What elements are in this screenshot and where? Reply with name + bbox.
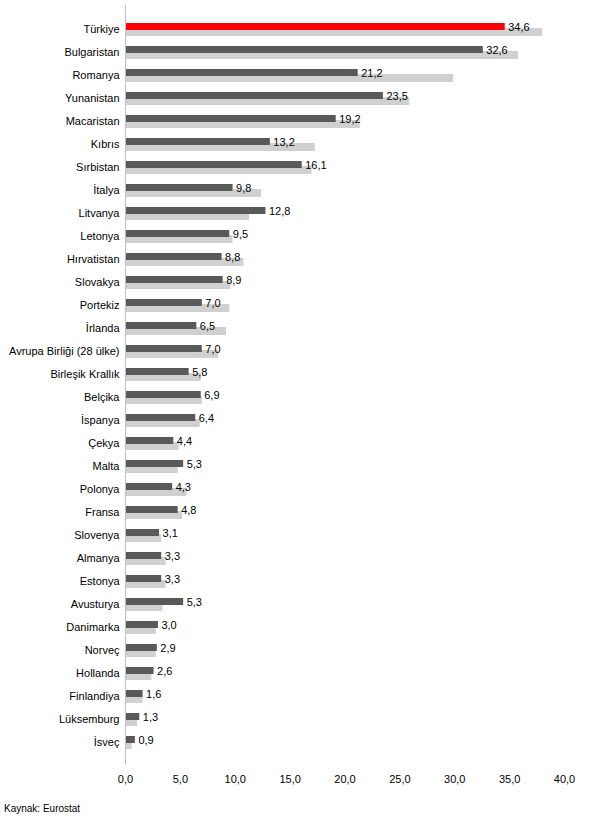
svg-text:Hollanda: Hollanda [76, 667, 120, 679]
svg-text:4,3: 4,3 [176, 481, 191, 493]
svg-text:Danimarka: Danimarka [66, 621, 120, 633]
svg-text:15,0: 15,0 [279, 773, 300, 785]
svg-text:6,4: 6,4 [199, 412, 214, 424]
svg-text:Estonya: Estonya [80, 575, 121, 587]
svg-text:Birleşik Krallık: Birleşik Krallık [50, 368, 120, 380]
svg-text:Türkiye: Türkiye [83, 23, 119, 35]
svg-text:5,3: 5,3 [187, 458, 202, 470]
svg-text:Yunanistan: Yunanistan [65, 92, 119, 104]
svg-text:Avrupa Birliği (28 ülke): Avrupa Birliği (28 ülke) [9, 345, 119, 357]
svg-text:7,0: 7,0 [205, 297, 220, 309]
svg-text:1,6: 1,6 [146, 688, 161, 700]
svg-text:Çekya: Çekya [88, 437, 120, 449]
html-text:Kaynak: Eurostat: Kaynak: Eurostat [4, 803, 81, 814]
svg-text:6,9: 6,9 [204, 389, 219, 401]
svg-text:Malta: Malta [93, 460, 121, 472]
svg-text:3,3: 3,3 [165, 550, 180, 562]
svg-text:30,0: 30,0 [444, 773, 465, 785]
svg-text:25,0: 25,0 [389, 773, 410, 785]
svg-text:21,2: 21,2 [361, 67, 382, 79]
svg-text:Macaristan: Macaristan [66, 115, 120, 127]
svg-text:Bulgaristan: Bulgaristan [64, 46, 119, 58]
svg-text:5,0: 5,0 [173, 773, 188, 785]
svg-text:8,8: 8,8 [225, 251, 240, 263]
svg-text:Portekiz: Portekiz [80, 299, 120, 311]
svg-text:Lüksemburg: Lüksemburg [59, 713, 120, 725]
svg-text:Letonya: Letonya [80, 230, 120, 242]
svg-text:40,0: 40,0 [554, 773, 575, 785]
svg-text:6,5: 6,5 [200, 320, 215, 332]
svg-text:Fransa: Fransa [85, 506, 120, 518]
svg-text:Slovenya: Slovenya [74, 529, 120, 541]
svg-text:13,2: 13,2 [273, 136, 294, 148]
svg-text:Slovakya: Slovakya [75, 276, 121, 288]
svg-text:23,5: 23,5 [386, 90, 407, 102]
svg-text:4,4: 4,4 [177, 435, 192, 447]
svg-text:2,6: 2,6 [157, 665, 172, 677]
svg-text:12,8: 12,8 [269, 205, 290, 217]
svg-text:Norveç: Norveç [85, 644, 120, 656]
svg-text:9,8: 9,8 [236, 182, 251, 194]
svg-text:7,0: 7,0 [205, 343, 220, 355]
svg-text:16,1: 16,1 [305, 159, 326, 171]
svg-text:Almanya: Almanya [77, 552, 121, 564]
svg-text:İspanya: İspanya [81, 414, 120, 426]
svg-text:Romanya: Romanya [72, 69, 120, 81]
svg-text:0,0: 0,0 [118, 773, 133, 785]
svg-text:Finlandiya: Finlandiya [69, 690, 120, 702]
svg-text:8,9: 8,9 [226, 274, 241, 286]
svg-text:3,0: 3,0 [161, 619, 176, 631]
svg-text:3,3: 3,3 [165, 573, 180, 585]
svg-text:0,9: 0,9 [138, 734, 153, 746]
svg-text:5,8: 5,8 [192, 366, 207, 378]
svg-text:20,0: 20,0 [334, 773, 355, 785]
svg-text:Kıbrıs: Kıbrıs [91, 138, 120, 150]
svg-text:34,6: 34,6 [508, 21, 529, 33]
svg-text:Polonya: Polonya [80, 483, 121, 495]
svg-text:9,5: 9,5 [233, 228, 248, 240]
svg-text:Belçika: Belçika [84, 391, 120, 403]
svg-text:1,3: 1,3 [143, 711, 158, 723]
svg-text:İsveç: İsveç [94, 736, 120, 748]
svg-text:Avusturya: Avusturya [71, 598, 121, 610]
svg-text:4,8: 4,8 [181, 504, 196, 516]
svg-text:İtalya: İtalya [93, 184, 120, 196]
svg-text:Hırvatistan: Hırvatistan [67, 253, 120, 265]
svg-text:2,9: 2,9 [160, 642, 175, 654]
svg-text:35,0: 35,0 [499, 773, 520, 785]
svg-text:5,3: 5,3 [187, 596, 202, 608]
svg-text:19,2: 19,2 [339, 113, 360, 125]
svg-text:Litvanya: Litvanya [79, 207, 121, 219]
svg-text:İrlanda: İrlanda [86, 322, 121, 334]
svg-text:Sırbistan: Sırbistan [76, 161, 119, 173]
svg-text:32,6: 32,6 [486, 44, 507, 56]
svg-text:3,1: 3,1 [163, 527, 178, 539]
svg-text:10,0: 10,0 [225, 773, 246, 785]
